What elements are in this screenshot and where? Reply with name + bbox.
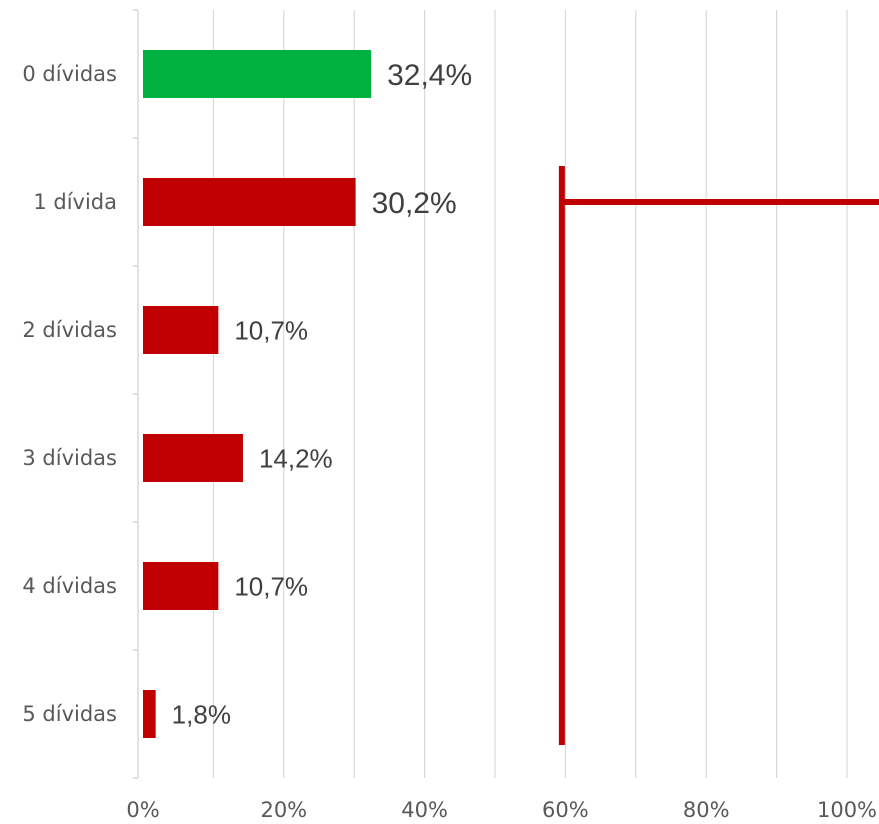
bars [143,50,372,738]
gridlines [212,10,848,778]
bar-4 [143,562,219,610]
value-label: 30,2% [372,187,457,220]
x-tick-label: 80% [683,798,730,822]
y-axis [133,9,139,779]
x-tick-labels: 0% 20% 40% 60% 80% 100% [126,798,877,822]
x-tick-label: 20% [260,798,307,822]
value-label: 1,8% [172,699,231,729]
category-label: 3 dívidas [22,446,117,470]
x-tick-label: 100% [817,798,877,822]
annotation-bracket [558,166,879,745]
category-label: 5 dívidas [22,702,117,726]
value-label: 32,4% [387,59,472,92]
category-label: 4 dívidas [22,574,117,598]
bar-0 [143,50,372,98]
x-tick-label: 60% [542,798,589,822]
value-label: 14,2% [259,443,333,473]
category-label: 1 dívida [33,190,117,214]
category-label: 2 dívidas [22,318,117,342]
category-label: 0 dívidas [22,62,117,86]
bar-5 [143,690,156,738]
value-labels: 32,4% 30,2% 10,7% 14,2% 10,7% 1,8% [172,59,473,730]
bar-1 [143,178,356,226]
bar-3 [143,434,243,482]
value-label: 10,7% [234,571,308,601]
x-tick-label: 40% [401,798,448,822]
bar-2 [143,306,219,354]
value-label: 10,7% [234,315,308,345]
x-tick-label: 0% [126,798,159,822]
category-labels: 0 dívidas 1 dívida 2 dívidas 3 dívidas 4 dív… [22,62,117,726]
